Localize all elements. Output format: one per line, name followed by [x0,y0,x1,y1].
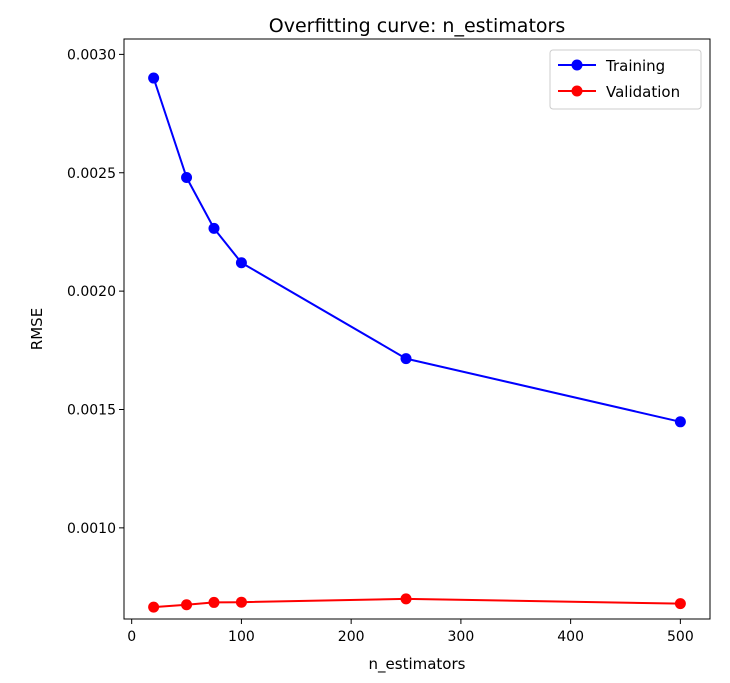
plot-frame [123,38,711,620]
data-point-training [235,257,247,269]
data-point-training [148,72,160,84]
data-point-validation [148,601,160,613]
legend-marker-validation [571,85,583,97]
data-point-validation [674,598,686,610]
data-point-validation [181,599,193,611]
series-line-validation [153,597,681,609]
y-tick-label: 0.0020 [67,284,116,300]
data-point-training [400,353,412,365]
plot-area [148,72,686,613]
x-tick-label: 100 [228,629,255,645]
data-point-training [674,416,686,428]
x-tick-label: 200 [338,629,365,645]
y-tick-label: 0.0010 [67,521,116,537]
legend-marker-training [571,59,583,71]
legend-label-validation: Validation [606,83,680,101]
x-axis-label: n_estimators [369,655,466,674]
y-axis-label: RMSE [28,308,46,350]
y-axis: 0.0010 0.0015 0.0020 0.0025 0.0030 [67,47,124,537]
x-tick-label: 400 [557,629,584,645]
x-tick-label: 500 [667,629,694,645]
legend: Training Validation [549,49,702,110]
y-tick-label: 0.0030 [67,47,116,63]
x-axis: 0 100 200 300 400 500 [127,619,694,645]
data-point-training [208,222,220,234]
y-tick-label: 0.0025 [67,166,116,182]
y-tick-label: 0.0015 [67,402,116,418]
series-line-training [152,77,681,423]
data-point-validation [235,596,247,608]
data-point-validation [208,596,220,608]
data-point-validation [400,593,412,605]
data-point-training [181,171,193,183]
legend-label-training: Training [605,57,665,75]
chart-title: Overfitting curve: n_estimators [269,15,565,37]
x-tick-label: 300 [448,629,475,645]
x-tick-label: 0 [127,629,136,645]
